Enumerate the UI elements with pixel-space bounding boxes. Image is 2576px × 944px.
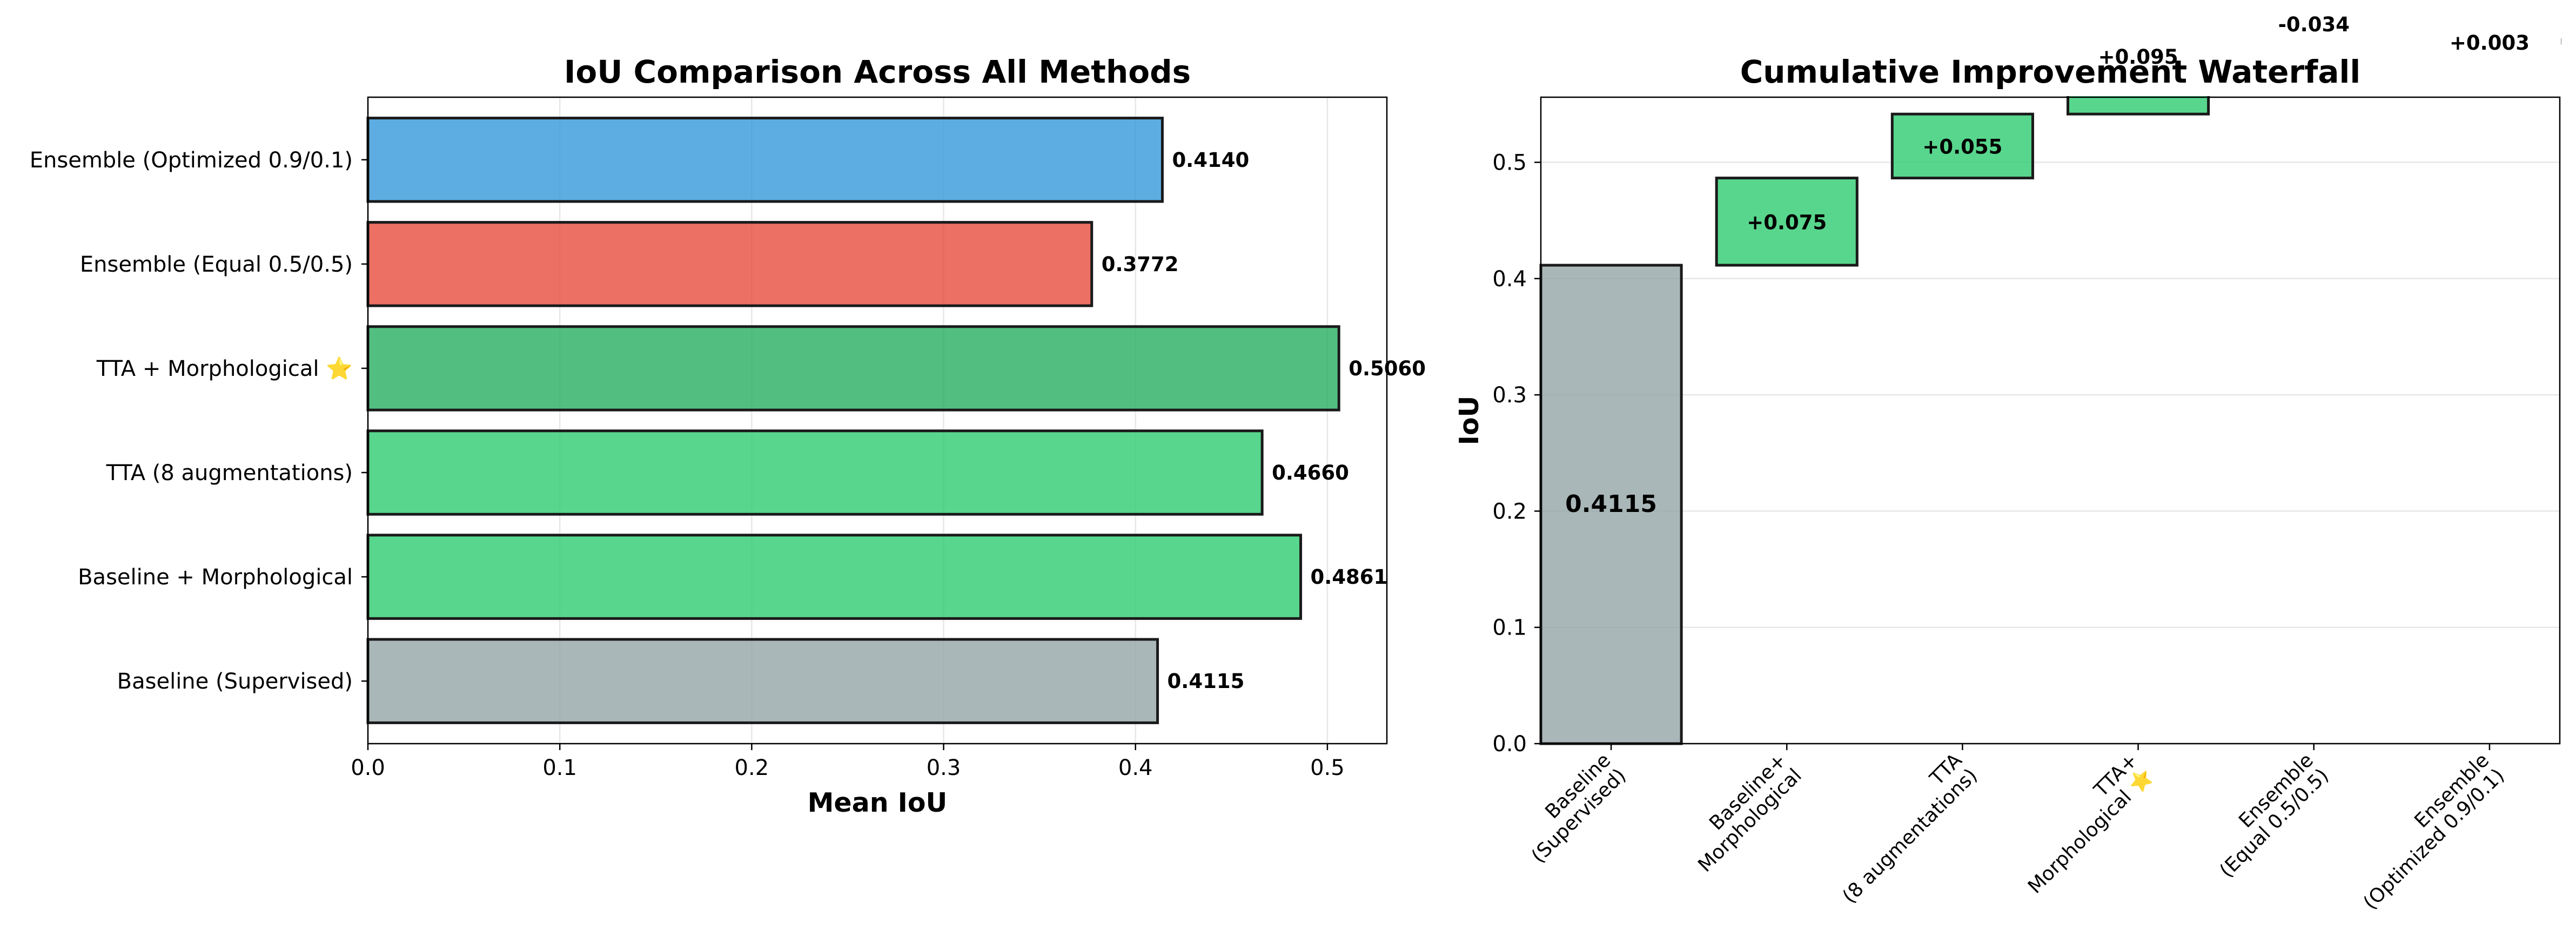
waterfall-value-label: 0.4115 [1565, 490, 1657, 518]
waterfall-value-label: +0.055 [1922, 135, 2002, 158]
plot-frame [367, 96, 1388, 745]
x-axis-label: Mean IoU [808, 787, 948, 818]
x-tick-label-line: (Optimized 0.9/0.1) [2359, 765, 2509, 914]
chart-title: Cumulative Improvement Waterfall [1740, 53, 2361, 90]
left-bars [366, 117, 1340, 724]
x-tick-label: 0.4 [1118, 756, 1153, 780]
plot-frame [1540, 96, 2561, 745]
waterfall-value-label: +0.095 [2098, 45, 2178, 69]
right-axes [1534, 96, 2561, 750]
y-tick-label: 0.3 [1492, 383, 1527, 408]
bar-value-label: 0.5060 [1349, 357, 1426, 380]
right-bars [1539, 0, 2561, 745]
x-tick-label: 0.1 [542, 756, 577, 780]
waterfall-value-label: -0.034 [2278, 13, 2350, 36]
bar [366, 534, 1303, 620]
chart-title: IoU Comparison Across All Methods [564, 53, 1191, 90]
waterfall-bar [1715, 177, 1859, 267]
waterfall-value-label: +0.075 [1747, 211, 1827, 234]
x-tick-label: Ensemble(Equal 0.5/0.5) [2216, 749, 2333, 882]
bar [366, 117, 1164, 203]
y-tick-label: 0.2 [1492, 499, 1527, 524]
left-axes [361, 96, 1388, 750]
y-tick-label: Ensemble (Equal 0.5/0.5) [80, 252, 353, 277]
iou-comparison-chart: 0.0 0.1 0.2 0.3 0.4 0.5 0.4115 Baseline (Superv… [30, 53, 1426, 818]
y-tick-label: TTA + Morphological ⭐ [96, 356, 353, 381]
x-tick-label: Baseline+Morphological [1694, 749, 1806, 876]
waterfall-value-label: +0.003 [2450, 31, 2530, 55]
x-tick-label: 0.3 [927, 756, 961, 780]
y-tick-label: 0.0 [1492, 732, 1527, 757]
overflow-mask [1540, 0, 2561, 96]
bar [366, 325, 1340, 412]
waterfall-chart: 0.0 0.1 0.2 0.3 0.4 0.5 0.4115 +0.075 +0.055 +0.0… [1454, 0, 2561, 914]
x-tick-label: TTA+Morphological ⭐ [2023, 749, 2157, 898]
x-tick-label: 0.0 [351, 756, 385, 780]
waterfall-bar [1539, 264, 1683, 745]
x-tick-label: 0.2 [735, 756, 769, 780]
y-tick-label: Ensemble (Optimized 0.9/0.1) [30, 148, 353, 173]
bar [366, 638, 1159, 724]
x-tick-label: 0.5 [1310, 756, 1345, 780]
y-tick-label: Baseline (Supervised) [117, 669, 353, 694]
bar-value-label: 0.4115 [1168, 670, 1245, 693]
bar-value-label: 0.4861 [1311, 565, 1388, 589]
x-tick-label: TTA(8 augmentations) [1839, 749, 1982, 908]
bar-value-label: 0.4140 [1172, 149, 1249, 172]
right-gridlines [1541, 161, 2560, 745]
left-text: 0.0 0.1 0.2 0.3 0.4 0.5 0.4115 Baseline (Superv… [30, 53, 1426, 818]
y-tick-label: 0.1 [1492, 616, 1527, 640]
x-tick-label-line: Morphological ⭐ [2023, 764, 2157, 898]
bar [366, 221, 1094, 307]
x-tick-label: Baseline(Supervised) [1527, 749, 1631, 867]
bar [366, 429, 1264, 516]
y-tick-label: 0.4 [1492, 267, 1527, 292]
bar-value-label: 0.3772 [1102, 253, 1179, 276]
y-tick-label: 0.5 [1492, 151, 1527, 176]
waterfall-bar [1890, 112, 2034, 180]
y-axis-label: IoU [1454, 396, 1485, 446]
y-tick-label: TTA (8 augmentations) [106, 461, 353, 486]
x-tick-label-line: (8 augmentations) [1839, 765, 1982, 908]
x-tick-label: Ensemble(Optimized 0.9/0.1) [2359, 749, 2509, 914]
bar-value-label: 0.4660 [1272, 461, 1349, 484]
y-tick-label: Baseline + Morphological [78, 565, 353, 590]
